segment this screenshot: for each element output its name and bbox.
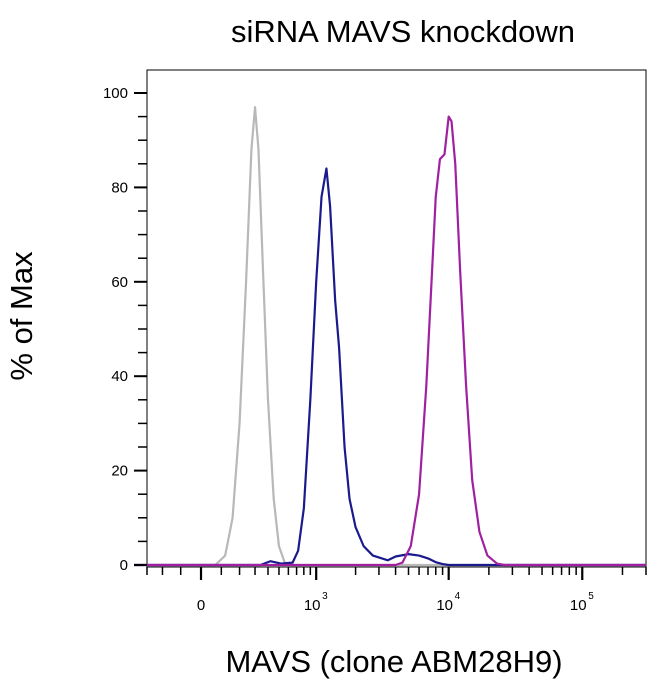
y-tick-label: 20 bbox=[111, 463, 128, 480]
plot-area bbox=[146, 69, 647, 568]
y-tick-label: 100 bbox=[103, 85, 128, 102]
chart-title: siRNA MAVS knockdown bbox=[231, 14, 575, 49]
series-layer bbox=[134, 106, 646, 567]
y-tick-label: 80 bbox=[111, 179, 128, 196]
y-axis-label: % of Max bbox=[4, 251, 39, 381]
y-tick-label: 60 bbox=[111, 274, 128, 291]
series-line-3 bbox=[134, 115, 646, 567]
x-tick-exponent: 4 bbox=[455, 591, 461, 602]
series-line-2 bbox=[134, 167, 646, 567]
x-tick-label: 10 bbox=[570, 597, 587, 614]
x-tick-label: 10 bbox=[304, 597, 321, 614]
x-tick-label: 0 bbox=[197, 597, 205, 614]
x-tick-exponent: 3 bbox=[322, 591, 328, 602]
plot-border bbox=[146, 69, 647, 568]
x-tick-label: 10 bbox=[436, 597, 453, 614]
y-tick-label: 0 bbox=[120, 557, 128, 574]
y-axis: 0 20 40 60 80 100 bbox=[103, 85, 147, 574]
x-axis-label: MAVS (clone ABM28H9) bbox=[225, 644, 562, 679]
series-line-1 bbox=[134, 106, 646, 567]
x-tick-exponent: 5 bbox=[588, 591, 594, 602]
y-tick-label: 40 bbox=[111, 368, 128, 385]
